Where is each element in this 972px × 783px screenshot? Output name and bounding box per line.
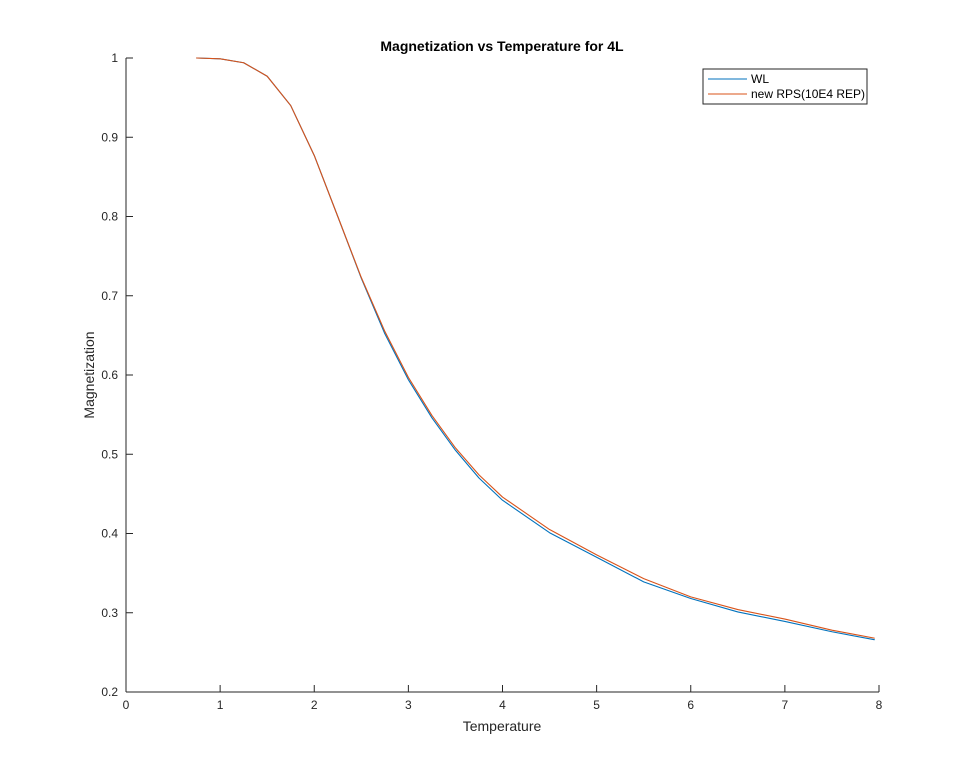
y-tick-label: 0.8 — [101, 210, 118, 224]
y-tick-label: 0.6 — [101, 368, 118, 382]
x-tick-label: 4 — [499, 698, 506, 712]
chart-title: Magnetization vs Temperature for 4L — [380, 38, 624, 54]
series-layer — [196, 57, 875, 641]
x-tick-label: 0 — [123, 698, 130, 712]
x-tick-label: 2 — [311, 698, 318, 712]
legend-label-2: new RPS(10E4 REP) — [751, 87, 865, 101]
y-tick-label: 0.5 — [101, 447, 118, 461]
plot-area — [126, 58, 879, 692]
x-tick-label: 7 — [782, 698, 789, 712]
x-tick-label: 8 — [876, 698, 883, 712]
y-tick-label: 0.7 — [101, 289, 118, 303]
x-tick-label: 6 — [687, 698, 694, 712]
y-axis-label: Magnetization — [81, 331, 97, 418]
x-tick-label: 1 — [217, 698, 224, 712]
axes-layer: 0 1 2 3 4 5 6 7 8 0.2 0.3 0.4 0.5 0.6 0.7 0.8 0.9 1 — [101, 51, 882, 712]
legend-label-1: WL — [751, 72, 769, 86]
x-tick-label: 5 — [593, 698, 600, 712]
y-tick-label: 0.3 — [101, 606, 118, 620]
y-tick-label: 0.4 — [101, 527, 118, 541]
x-tick-label: 3 — [405, 698, 412, 712]
plot-background — [126, 58, 879, 692]
y-tick-label: 0.2 — [101, 685, 118, 699]
y-tick-label: 0.9 — [101, 130, 118, 144]
y-tick-label: 1 — [111, 51, 118, 65]
series-line-2 — [196, 57, 875, 639]
x-axis-label: Temperature — [463, 718, 542, 734]
legend-box — [702, 68, 868, 105]
